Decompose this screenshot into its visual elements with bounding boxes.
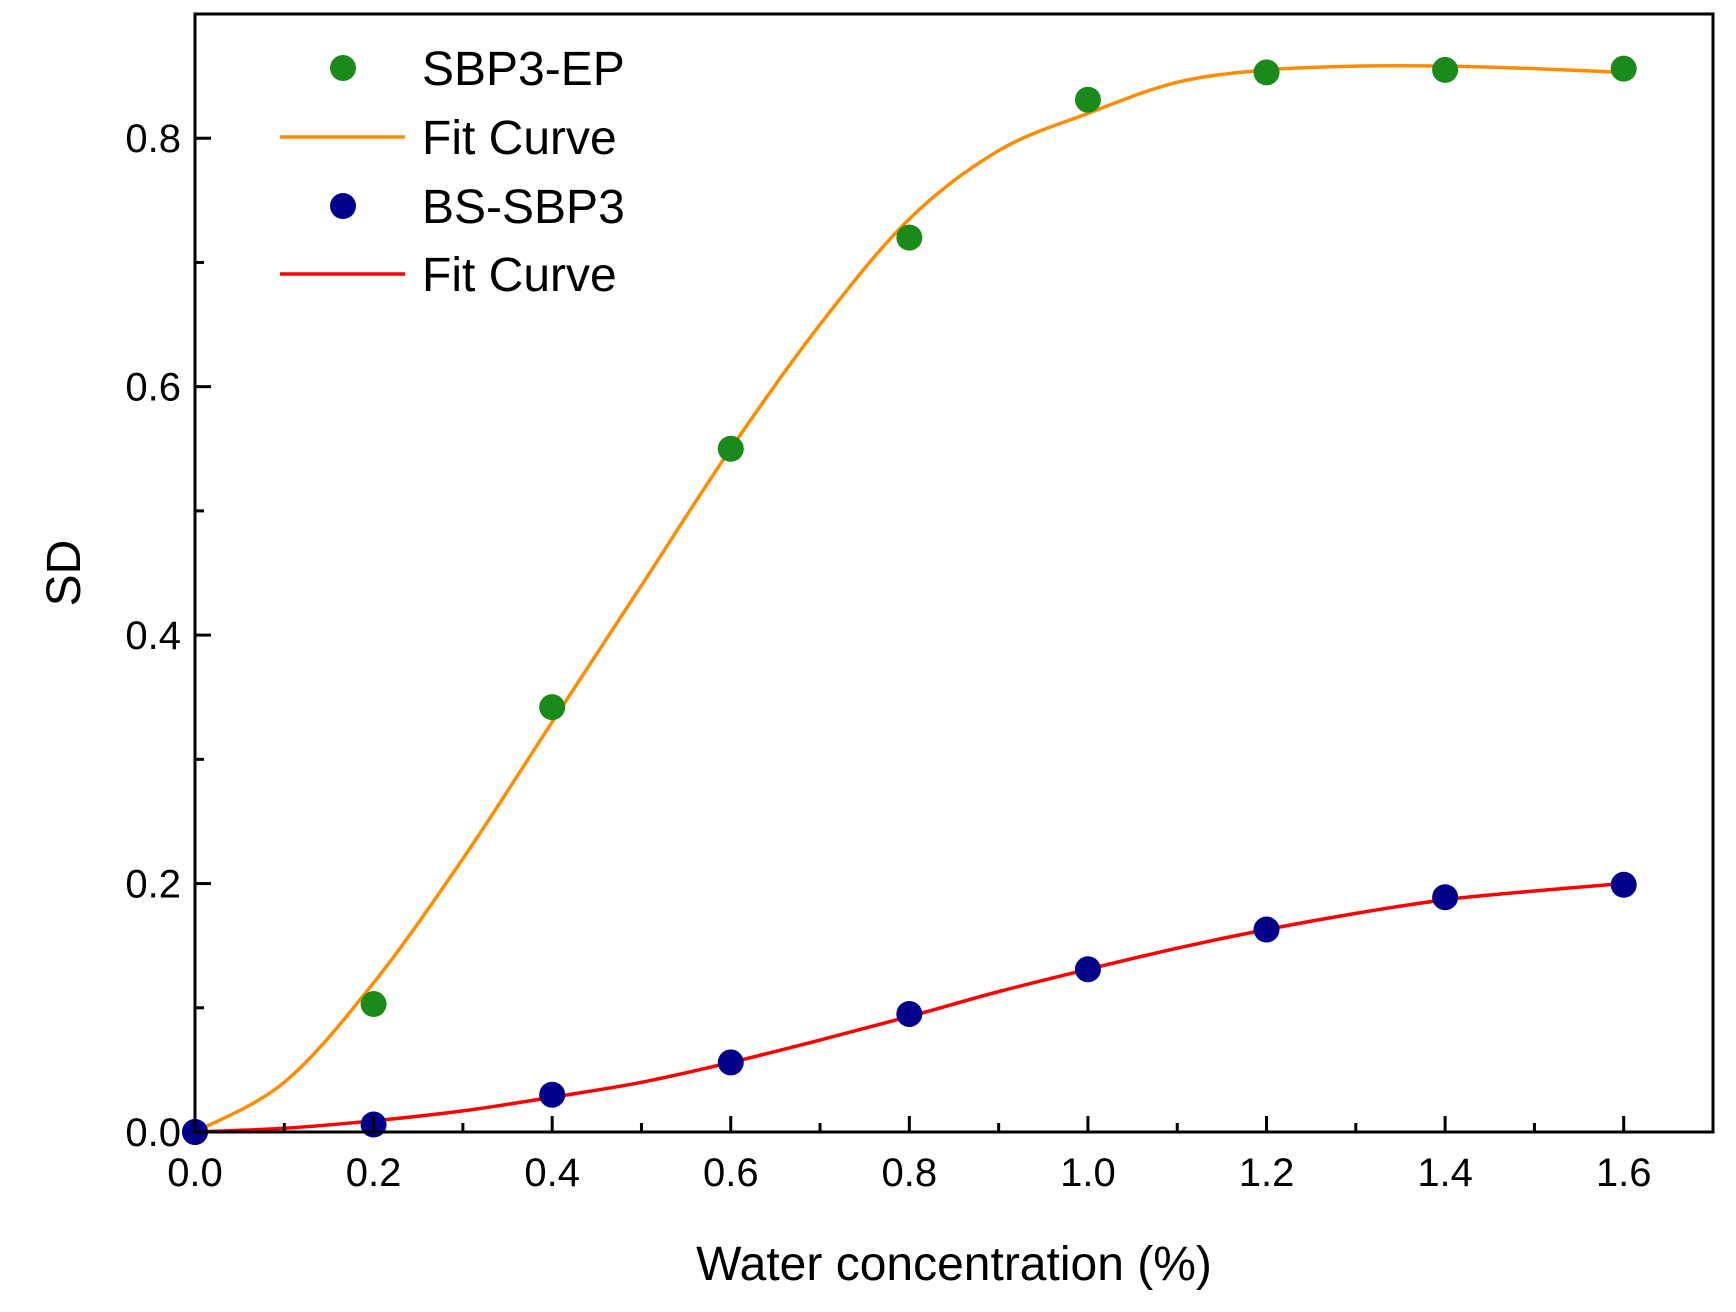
x-tick-label: 0.6: [703, 1151, 759, 1195]
legend: SBP3-EP Fit Curve BS-SBP3 Fit Curve: [280, 43, 625, 302]
legend-label: Fit Curve: [422, 249, 617, 302]
data-point-bs-sbp3: [539, 1081, 566, 1108]
y-tick-label: 0.6: [125, 366, 181, 410]
plot-area: [182, 55, 1637, 1145]
legend-marker: [330, 55, 356, 81]
data-point-sbp3-ep: [360, 991, 387, 1018]
legend-label: BS-SBP3: [422, 181, 625, 234]
x-axis-title: Water concentration (%): [696, 1238, 1212, 1291]
x-tick-label: 1.4: [1417, 1151, 1473, 1195]
data-point-sbp3-ep: [1610, 55, 1637, 82]
legend-marker: [330, 193, 356, 219]
x-tick-label: 0.2: [346, 1151, 402, 1195]
data-point-bs-sbp3: [896, 1000, 923, 1027]
data-point-bs-sbp3: [1074, 956, 1101, 983]
y-tick-label: 0.2: [125, 863, 181, 907]
x-tick-label: 0.8: [882, 1151, 938, 1195]
y-tick-label: 0.0: [125, 1111, 181, 1155]
x-tick-label: 0.0: [167, 1151, 223, 1195]
data-point-sbp3-ep: [1074, 86, 1101, 113]
fit-curve-line-1: [194, 64, 1624, 1134]
legend-label: Fit Curve: [422, 112, 617, 165]
data-point-bs-sbp3: [1432, 884, 1459, 911]
data-point-bs-sbp3: [1610, 871, 1637, 898]
data-point-sbp3-ep: [1253, 59, 1280, 86]
x-tick-label: 1.6: [1596, 1151, 1652, 1195]
plot-frame: [193, 12, 1715, 1134]
x-tick-label: 0.4: [524, 1151, 580, 1195]
y-axis-title: SD: [38, 540, 91, 607]
data-point-sbp3-ep: [896, 224, 923, 251]
data-point-bs-sbp3: [717, 1049, 744, 1076]
legend-label: SBP3-EP: [422, 43, 625, 96]
x-tick-label: 1.0: [1060, 1151, 1116, 1195]
axes: 0.0 0.2 0.4 0.6 0.8 1.0 1.2 1.4 1.6 0.0 0.2 0.4 0.6 0…: [125, 12, 1715, 1195]
x-tick-label: 1.2: [1239, 1151, 1295, 1195]
data-point-sbp3-ep: [717, 435, 744, 462]
y-tick-label: 0.4: [125, 614, 181, 658]
data-point-sbp3-ep: [1432, 56, 1459, 83]
y-tick-label: 0.8: [125, 117, 181, 161]
data-point-sbp3-ep: [539, 694, 566, 721]
data-point-bs-sbp3: [1253, 916, 1280, 943]
